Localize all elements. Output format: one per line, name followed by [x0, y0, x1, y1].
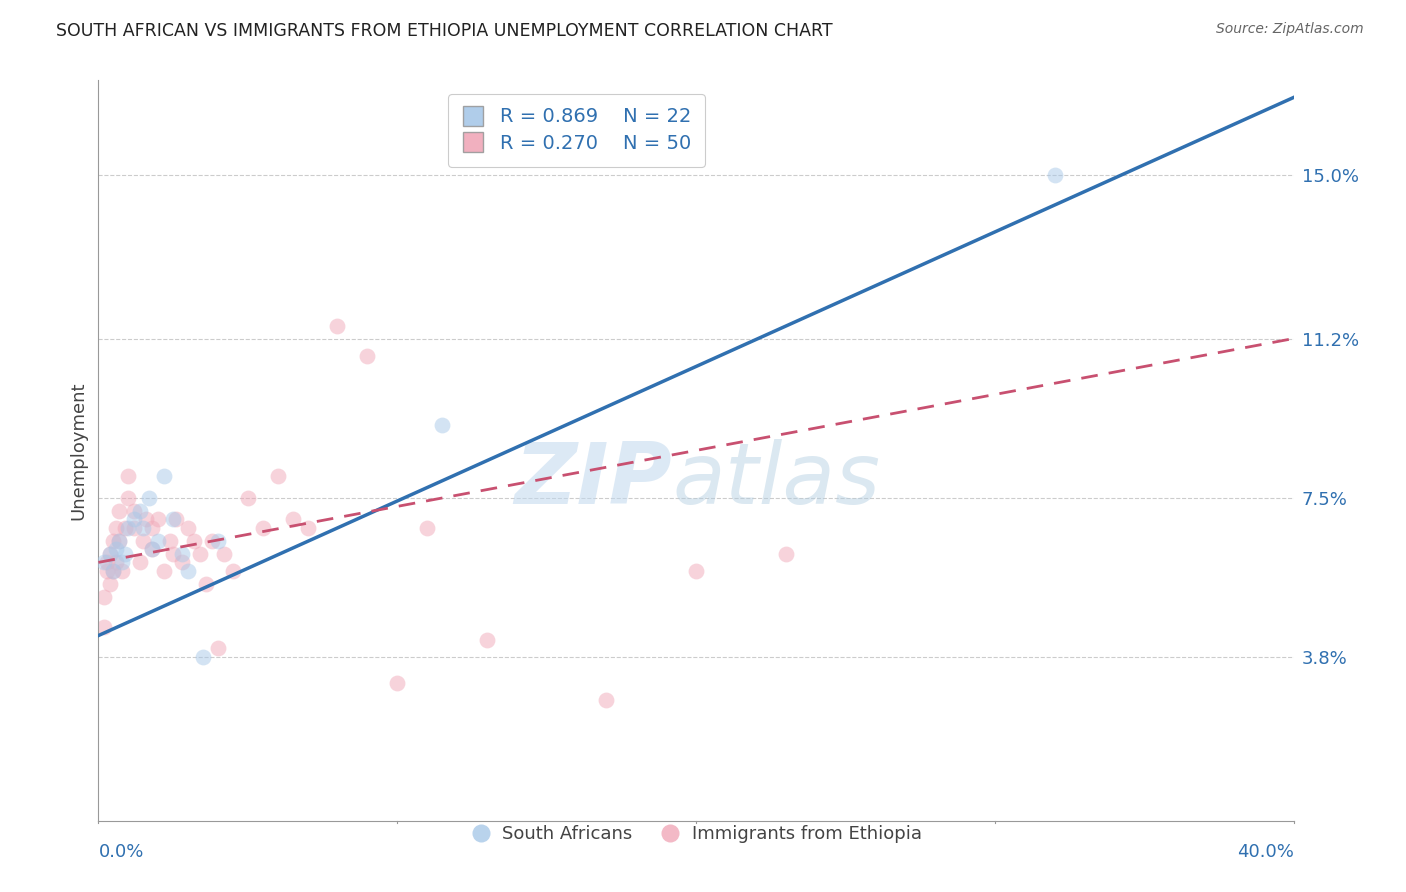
- Point: [222, 564, 245, 578]
- Point: [96, 555, 118, 569]
- Point: [103, 533, 125, 548]
- Point: [132, 533, 155, 548]
- Point: [297, 521, 319, 535]
- Point: [153, 469, 176, 483]
- Point: [775, 547, 797, 561]
- Point: [117, 521, 139, 535]
- Point: [595, 693, 617, 707]
- Point: [159, 533, 181, 548]
- Point: [114, 547, 136, 561]
- Point: [165, 512, 187, 526]
- Point: [201, 533, 224, 548]
- Point: [1043, 168, 1066, 182]
- Text: 0.0%: 0.0%: [98, 843, 143, 861]
- Point: [111, 555, 134, 569]
- Point: [326, 318, 349, 333]
- Point: [98, 577, 122, 591]
- Point: [129, 504, 152, 518]
- Point: [138, 491, 160, 505]
- Point: [135, 512, 157, 526]
- Point: [685, 564, 707, 578]
- Point: [430, 417, 453, 432]
- Point: [114, 521, 136, 535]
- Point: [385, 676, 409, 690]
- Point: [267, 469, 290, 483]
- Point: [162, 547, 184, 561]
- Legend: South Africans, Immigrants from Ethiopia: South Africans, Immigrants from Ethiopia: [461, 816, 931, 853]
- Point: [93, 590, 115, 604]
- Point: [177, 521, 200, 535]
- Point: [132, 521, 155, 535]
- Point: [356, 349, 378, 363]
- Point: [416, 521, 439, 535]
- Text: ZIP: ZIP: [515, 439, 672, 522]
- Point: [111, 564, 134, 578]
- Text: SOUTH AFRICAN VS IMMIGRANTS FROM ETHIOPIA UNEMPLOYMENT CORRELATION CHART: SOUTH AFRICAN VS IMMIGRANTS FROM ETHIOPI…: [56, 22, 832, 40]
- Point: [98, 547, 122, 561]
- Text: 40.0%: 40.0%: [1237, 843, 1294, 861]
- Text: atlas: atlas: [672, 439, 880, 522]
- Point: [148, 512, 170, 526]
- Point: [108, 504, 131, 518]
- Point: [124, 504, 146, 518]
- Y-axis label: Unemployment: Unemployment: [69, 381, 87, 520]
- Point: [172, 547, 194, 561]
- Point: [172, 555, 194, 569]
- Point: [183, 533, 205, 548]
- Point: [153, 564, 176, 578]
- Point: [475, 632, 498, 647]
- Point: [177, 564, 200, 578]
- Point: [103, 564, 125, 578]
- Point: [148, 533, 170, 548]
- Point: [281, 512, 304, 526]
- Point: [129, 555, 152, 569]
- Point: [191, 650, 214, 665]
- Point: [141, 542, 163, 557]
- Point: [236, 491, 259, 505]
- Point: [105, 542, 128, 557]
- Point: [105, 521, 128, 535]
- Point: [93, 620, 115, 634]
- Point: [188, 547, 211, 561]
- Point: [124, 521, 146, 535]
- Point: [96, 564, 118, 578]
- Point: [124, 512, 146, 526]
- Point: [252, 521, 274, 535]
- Text: Source: ZipAtlas.com: Source: ZipAtlas.com: [1216, 22, 1364, 37]
- Point: [195, 577, 218, 591]
- Point: [105, 555, 128, 569]
- Point: [98, 547, 122, 561]
- Point: [93, 555, 115, 569]
- Point: [162, 512, 184, 526]
- Point: [117, 469, 139, 483]
- Point: [141, 521, 163, 535]
- Point: [141, 542, 163, 557]
- Point: [108, 533, 131, 548]
- Point: [207, 533, 229, 548]
- Point: [117, 491, 139, 505]
- Point: [207, 641, 229, 656]
- Point: [212, 547, 235, 561]
- Point: [103, 564, 125, 578]
- Point: [108, 533, 131, 548]
